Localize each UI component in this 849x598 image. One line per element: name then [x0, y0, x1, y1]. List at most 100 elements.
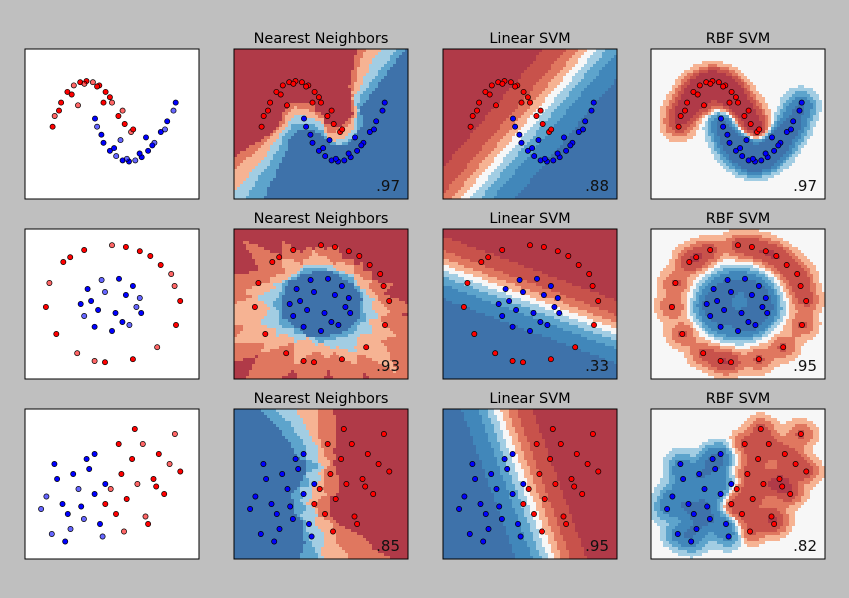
surface-cell	[449, 94, 453, 98]
surface-cell	[237, 97, 241, 101]
surface-cell	[449, 166, 453, 170]
surface-cell	[524, 181, 528, 185]
surface-cell	[363, 100, 367, 104]
surface-cell	[330, 88, 334, 92]
surface-cell	[494, 91, 498, 95]
surface-cell	[443, 79, 447, 83]
surface-cell	[399, 121, 403, 125]
red-point	[100, 99, 107, 106]
surface-cell	[381, 190, 385, 194]
surface-cell	[509, 88, 513, 92]
surface-cell	[458, 151, 462, 155]
surface-cell	[533, 184, 537, 188]
surface-cell	[521, 49, 525, 53]
surface-cell	[381, 148, 385, 152]
surface-cell	[461, 103, 465, 107]
surface-cell	[303, 169, 307, 173]
surface-cell	[506, 139, 510, 143]
surface-cell	[285, 151, 289, 155]
surface-cell	[348, 112, 352, 116]
surface-cell	[479, 142, 483, 146]
surface-cell	[399, 187, 403, 191]
score-label: .97	[376, 177, 400, 195]
surface-cell	[506, 91, 510, 95]
surface-cell	[476, 151, 480, 155]
surface-cell	[264, 175, 268, 179]
surface-cell	[503, 133, 507, 137]
surface-cell	[384, 160, 388, 164]
blue-point	[149, 142, 156, 149]
surface-cell	[300, 109, 304, 113]
surface-cell	[464, 196, 468, 199]
surface-cell	[479, 85, 483, 89]
surface-cell	[258, 178, 262, 182]
surface-cell	[234, 103, 238, 107]
surface-cell	[282, 79, 286, 83]
surface-cell	[348, 193, 352, 197]
surface-cell	[300, 178, 304, 182]
surface-cell	[381, 67, 385, 71]
surface-cell	[512, 133, 516, 137]
surface-cell	[393, 79, 397, 83]
surface-cell	[464, 133, 468, 137]
surface-cell	[387, 139, 391, 143]
surface-cell	[258, 97, 262, 101]
surface-cell	[518, 157, 522, 161]
surface-cell	[318, 145, 322, 149]
surface-cell	[405, 181, 408, 185]
surface-cell	[234, 82, 238, 86]
surface-cell	[372, 103, 376, 107]
surface-cell	[399, 85, 403, 89]
surface-cell	[399, 157, 403, 161]
surface-cell	[342, 136, 346, 140]
surface-cell	[360, 67, 364, 71]
surface-cell	[503, 124, 507, 128]
surface-cell	[258, 136, 262, 140]
surface-cell	[297, 73, 301, 77]
surface-cell	[282, 52, 286, 56]
surface-cell	[467, 190, 471, 194]
surface-cell	[363, 82, 367, 86]
surface-cell	[279, 172, 283, 176]
surface-cell	[267, 133, 271, 137]
surface-cell	[399, 130, 403, 134]
surface-cell	[240, 103, 244, 107]
surface-cell	[351, 52, 355, 56]
surface-cell	[258, 157, 262, 161]
surface-cell	[488, 187, 492, 191]
surface-cell	[491, 163, 495, 167]
surface-cell	[363, 121, 367, 125]
surface-cell	[270, 79, 274, 83]
surface-cell	[351, 193, 355, 197]
surface-cell	[309, 55, 313, 59]
surface-cell	[485, 100, 489, 104]
surface-cell	[315, 103, 319, 107]
surface-cell	[530, 76, 534, 80]
blue-point	[162, 126, 168, 133]
surface-cell	[405, 139, 408, 143]
surface-cell	[405, 106, 408, 110]
surface-cell	[443, 97, 447, 101]
surface-cell	[366, 157, 370, 161]
surface-cell	[375, 73, 379, 77]
surface-cell	[267, 97, 271, 101]
surface-cell	[479, 172, 483, 176]
surface-cell	[491, 190, 495, 194]
surface-cell	[288, 121, 292, 125]
surface-cell	[387, 151, 391, 155]
surface-cell	[288, 178, 292, 182]
surface-cell	[333, 115, 337, 119]
surface-cell	[393, 187, 397, 191]
surface-cell	[518, 172, 522, 176]
surface-cell	[330, 175, 334, 179]
surface-cell	[354, 175, 358, 179]
surface-cell	[455, 52, 459, 56]
surface-cell	[479, 109, 483, 113]
surface-cell	[455, 166, 459, 170]
surface-cell	[512, 175, 516, 179]
surface-cell	[393, 154, 397, 158]
surface-cell	[273, 187, 277, 191]
surface-cell	[252, 121, 256, 125]
surface-cell	[363, 49, 367, 53]
surface-cell	[288, 70, 292, 74]
